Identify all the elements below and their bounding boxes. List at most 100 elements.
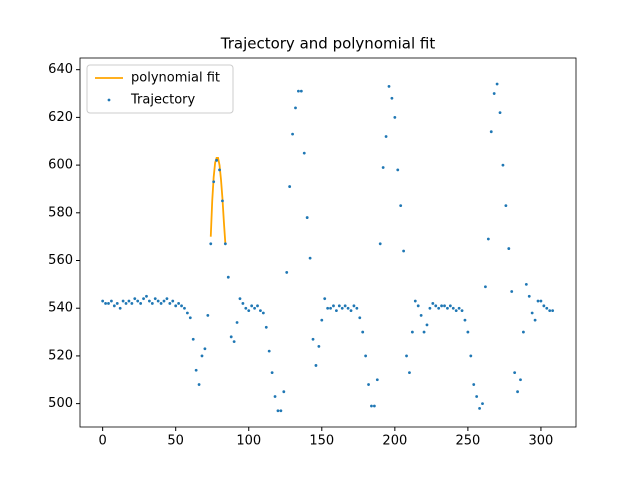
point bbox=[489, 130, 493, 134]
point bbox=[191, 337, 195, 341]
point bbox=[349, 309, 353, 312]
point bbox=[364, 354, 368, 358]
point bbox=[118, 306, 122, 310]
x-tick-label: 50 bbox=[167, 434, 184, 449]
point bbox=[285, 271, 289, 274]
point bbox=[542, 304, 546, 308]
point bbox=[229, 335, 233, 339]
point bbox=[495, 82, 499, 86]
point bbox=[259, 309, 262, 312]
point bbox=[443, 304, 446, 308]
point bbox=[451, 306, 455, 310]
point bbox=[402, 249, 406, 253]
point bbox=[516, 390, 519, 394]
point bbox=[419, 313, 423, 317]
point bbox=[238, 297, 242, 301]
point bbox=[530, 311, 534, 315]
point bbox=[440, 304, 443, 308]
point bbox=[390, 96, 394, 100]
point bbox=[147, 299, 151, 303]
point bbox=[288, 185, 292, 188]
point bbox=[139, 302, 143, 305]
point bbox=[305, 216, 309, 219]
point bbox=[469, 354, 473, 358]
point bbox=[448, 304, 452, 308]
point bbox=[162, 299, 166, 303]
point bbox=[513, 371, 517, 375]
point bbox=[270, 371, 274, 375]
point bbox=[264, 325, 268, 329]
point bbox=[130, 302, 134, 305]
point bbox=[133, 297, 137, 301]
point bbox=[472, 383, 476, 386]
point bbox=[410, 330, 414, 334]
fit-line bbox=[209, 157, 227, 244]
point bbox=[159, 302, 163, 305]
point bbox=[232, 340, 236, 344]
point bbox=[431, 302, 435, 305]
point bbox=[498, 111, 502, 115]
point bbox=[548, 309, 552, 312]
point bbox=[408, 371, 411, 375]
point bbox=[282, 390, 286, 394]
legend-box bbox=[86, 64, 234, 114]
point bbox=[370, 404, 373, 408]
point bbox=[352, 304, 356, 308]
y-tick-label: 600 bbox=[48, 158, 73, 173]
point bbox=[387, 84, 391, 88]
point bbox=[314, 364, 318, 367]
point bbox=[466, 330, 470, 334]
point bbox=[510, 290, 514, 293]
point bbox=[256, 304, 259, 308]
point bbox=[101, 299, 105, 303]
point bbox=[507, 247, 511, 250]
point bbox=[279, 409, 283, 413]
point bbox=[115, 302, 119, 305]
point bbox=[188, 316, 192, 320]
point bbox=[335, 309, 338, 312]
legend-marker bbox=[107, 98, 111, 102]
legend-label: polynomial fit bbox=[131, 71, 220, 86]
y-tick-label: 540 bbox=[48, 301, 73, 316]
point bbox=[223, 242, 227, 246]
point bbox=[206, 313, 210, 317]
point bbox=[253, 306, 256, 310]
x-tick-label: 150 bbox=[309, 434, 334, 449]
point bbox=[235, 321, 239, 324]
point bbox=[194, 368, 198, 372]
point bbox=[475, 395, 479, 398]
point bbox=[425, 323, 429, 327]
point bbox=[183, 306, 186, 310]
x-tick-label: 100 bbox=[236, 434, 261, 449]
point bbox=[399, 204, 403, 208]
point bbox=[396, 168, 400, 172]
point bbox=[168, 302, 172, 305]
point bbox=[215, 158, 219, 162]
y-tick-label: 580 bbox=[48, 205, 73, 220]
point bbox=[519, 378, 522, 382]
point bbox=[340, 306, 344, 310]
point bbox=[527, 294, 531, 298]
legend-label: Trajectory bbox=[130, 93, 195, 108]
point bbox=[153, 297, 157, 301]
point bbox=[358, 316, 362, 320]
point bbox=[244, 306, 248, 310]
point bbox=[533, 318, 537, 322]
point bbox=[346, 306, 350, 310]
y-tick-label: 620 bbox=[48, 110, 73, 125]
point bbox=[463, 318, 467, 322]
point bbox=[343, 304, 347, 308]
point bbox=[241, 302, 245, 305]
point bbox=[276, 409, 280, 413]
point bbox=[110, 299, 113, 303]
point bbox=[446, 306, 449, 310]
chart-title: Trajectory and polynomial fit bbox=[220, 35, 436, 53]
point bbox=[375, 378, 379, 382]
point bbox=[492, 92, 496, 95]
point bbox=[112, 304, 116, 308]
point bbox=[156, 299, 160, 303]
point bbox=[203, 347, 207, 351]
point bbox=[434, 304, 438, 308]
point bbox=[209, 242, 213, 246]
point bbox=[136, 299, 140, 303]
